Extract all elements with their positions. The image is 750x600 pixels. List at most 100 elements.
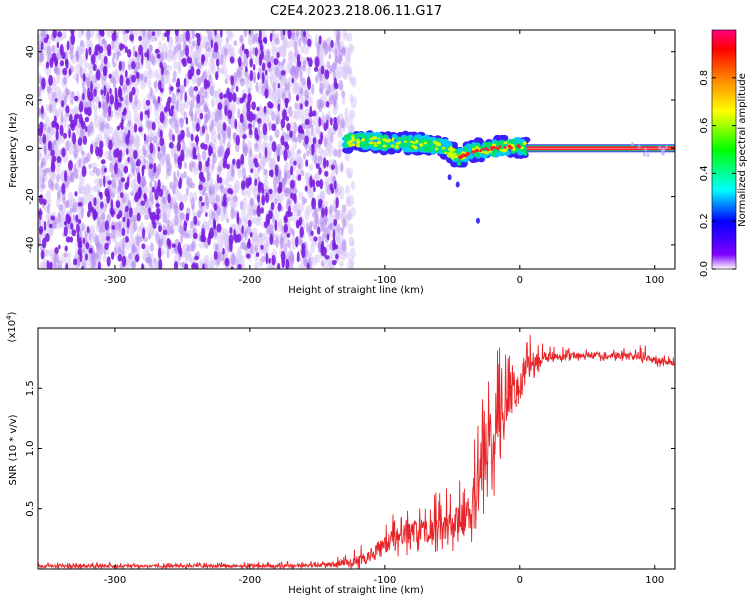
noise-speck [112,62,117,68]
noise-blob [109,94,115,105]
noise-blob [50,149,55,157]
noise-blob [163,32,169,38]
noise-speck [291,229,296,237]
noise-speck [173,201,179,209]
noise-blob [249,69,254,82]
noise-speck [147,253,151,260]
noise-speck [296,110,302,120]
noise-speck [168,118,173,125]
noise-speck [346,197,352,208]
noise-blob [121,111,127,116]
signal-blob [474,153,481,157]
noise-blob [70,30,75,36]
noise-blob [117,155,122,163]
noise-speck [135,243,141,258]
noise-blob [154,48,160,54]
noise-blob [301,242,306,250]
spectrogram-y-tick-label: 0 [25,145,36,151]
noise-blob [305,159,309,168]
noise-blob [226,87,230,99]
noise-blob [149,163,153,170]
noise-speck [340,161,344,173]
snr-x-tick-label: -200 [239,575,262,586]
noise-speck [228,43,233,53]
noise-blob [212,218,216,230]
signal-blob [523,151,528,156]
noise-blob [92,64,97,72]
noise-blob [194,255,199,261]
noise-speck [161,196,165,203]
noise-blob [295,94,300,102]
noise-speck [203,254,210,265]
noise-speck [38,136,43,145]
noise-speck [109,162,114,173]
noise-speck [93,178,101,185]
noise-speck [241,167,247,179]
noise-blob [81,165,87,178]
noise-blob [302,30,307,38]
noise-speck [303,255,307,268]
noise-blob [141,53,144,66]
noise-speck [52,76,56,86]
noise-speck [108,149,112,156]
noise-speck [291,110,297,120]
noise-blob [140,200,145,206]
noise-blob [51,158,55,170]
noise-blob [202,176,206,183]
noise-speck [55,198,60,208]
noise-blob [200,201,205,207]
noise-speck [308,163,314,172]
noise-blob [297,221,301,227]
noise-blob [71,229,77,237]
stray-blob [455,181,460,188]
noise-blob [157,95,161,104]
noise-blob [187,56,190,64]
noise-blob [326,119,329,130]
noise-speck [334,48,338,61]
noise-blob [277,155,280,162]
noise-blob [77,137,83,146]
noise-blob [276,51,280,59]
signal-peak-dot [496,147,500,151]
noise-speck [317,67,322,78]
noise-speck [112,230,116,240]
noise-speck [144,214,150,220]
noise-speck [149,87,153,97]
noise-blob [174,30,179,37]
noise-blob [65,213,70,224]
noise-blob [154,189,159,201]
noise-blob [158,225,162,233]
signal-peak-dot [518,145,522,149]
noise-speck [269,68,274,83]
noise-blob [297,60,302,68]
noise-blob [291,77,295,84]
noise-blob [68,128,71,139]
noise-blob [169,85,174,92]
noise-speck [104,202,108,209]
noise-blob [109,87,112,95]
noise-speck [204,106,209,113]
noise-speck [349,257,355,267]
noise-speck [303,152,306,160]
noise-speck [347,32,353,43]
noise-speck [204,196,210,206]
noise-speck [342,72,349,80]
noise-speck [258,152,262,159]
noise-speck [336,34,340,45]
noise-speck [80,185,87,195]
noise-blob [260,49,264,60]
noise-speck [68,175,74,182]
noise-blob [261,62,266,72]
noise-speck [77,181,83,195]
noise-speck [225,177,230,188]
noise-blob [88,247,93,254]
noise-speck [69,207,74,214]
noise-speck [186,244,190,252]
noise-blob [260,207,264,214]
noise-speck [51,44,56,53]
noise-speck [205,133,210,144]
noise-speck [320,221,325,232]
noise-blob [301,247,306,259]
noise-blob [250,168,254,174]
noise-speck [100,121,105,132]
